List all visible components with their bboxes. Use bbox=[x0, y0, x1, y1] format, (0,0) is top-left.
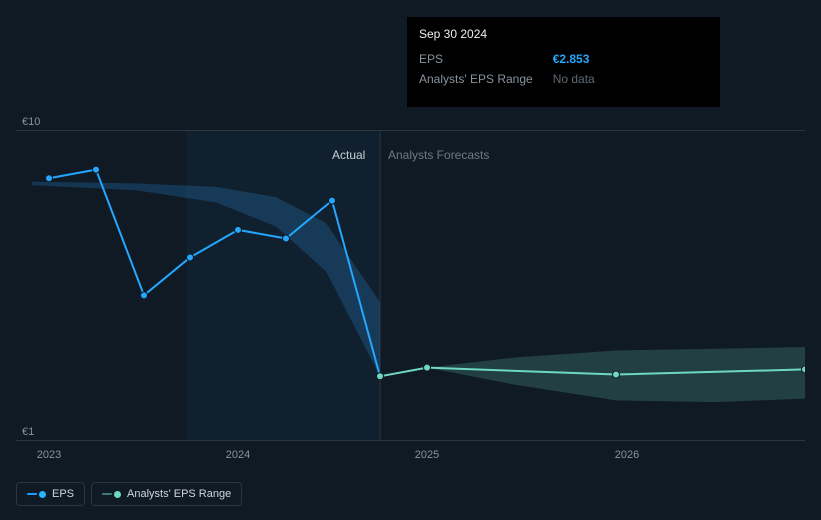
legend-swatch-icon bbox=[102, 491, 121, 498]
tooltip-row: EPS€2.853 bbox=[419, 49, 595, 69]
chart-legend: EPS Analysts' EPS Range bbox=[16, 482, 242, 506]
region-label-actual: Actual bbox=[332, 148, 365, 162]
tooltip: Sep 30 2024 EPS€2.853Analysts' EPS Range… bbox=[407, 17, 720, 107]
y-axis-label: €1 bbox=[22, 426, 34, 438]
tooltip-row: Analysts' EPS RangeNo data bbox=[419, 69, 595, 89]
x-axis-tick: 2025 bbox=[415, 449, 439, 461]
tooltip-row-value: No data bbox=[553, 69, 595, 89]
region-label-forecast: Analysts Forecasts bbox=[388, 148, 489, 162]
x-axis-tick: 2024 bbox=[226, 449, 250, 461]
legend-range[interactable]: Analysts' EPS Range bbox=[91, 482, 242, 506]
tooltip-row-label: EPS bbox=[419, 49, 553, 69]
legend-eps[interactable]: EPS bbox=[16, 482, 85, 506]
x-axis-tick: 2026 bbox=[615, 449, 639, 461]
legend-swatch-icon bbox=[27, 491, 46, 498]
legend-label: Analysts' EPS Range bbox=[127, 488, 231, 500]
gridline bbox=[16, 440, 805, 441]
tooltip-row-label: Analysts' EPS Range bbox=[419, 69, 553, 89]
x-axis-tick: 2023 bbox=[37, 449, 61, 461]
tooltip-row-value: €2.853 bbox=[553, 49, 595, 69]
tooltip-table: EPS€2.853Analysts' EPS RangeNo data bbox=[419, 49, 595, 89]
tooltip-title: Sep 30 2024 bbox=[419, 25, 708, 43]
legend-label: EPS bbox=[52, 488, 74, 500]
y-axis-label: €10 bbox=[22, 116, 40, 128]
gridline bbox=[16, 130, 805, 131]
